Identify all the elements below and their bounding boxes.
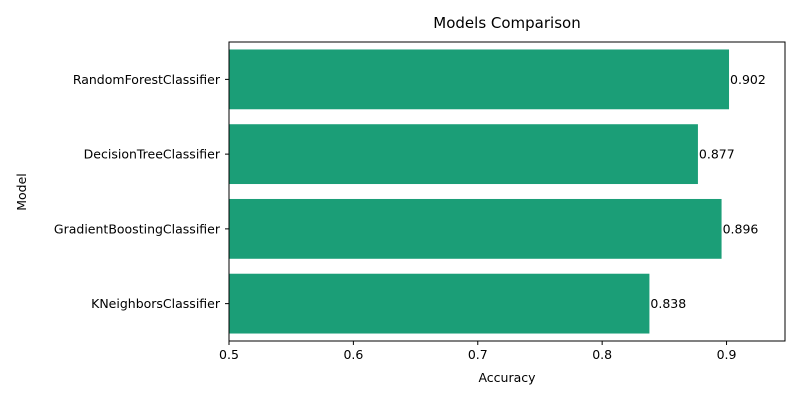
y-tick-label-1: DecisionTreeClassifier bbox=[84, 147, 221, 162]
y-axis-label: Model bbox=[14, 173, 29, 211]
bar-value-label-0: 0.902 bbox=[730, 72, 766, 87]
x-tick-label-2: 0.7 bbox=[468, 347, 488, 362]
x-tick-label-4: 0.9 bbox=[717, 347, 737, 362]
chart-title: Models Comparison bbox=[433, 14, 580, 32]
y-tick-label-2: GradientBoostingClassifier bbox=[54, 221, 221, 236]
bar-2 bbox=[229, 198, 722, 259]
y-tick-label-3: KNeighborsClassifier bbox=[91, 296, 221, 311]
bars-layer bbox=[229, 49, 730, 334]
x-tick-label-0: 0.5 bbox=[219, 347, 239, 362]
bar-3 bbox=[229, 273, 650, 334]
x-tick-label-1: 0.6 bbox=[343, 347, 363, 362]
bar-0 bbox=[229, 49, 730, 110]
bar-value-label-3: 0.838 bbox=[650, 296, 686, 311]
bar-value-labels: 0.902 0.877 0.896 0.838 bbox=[650, 72, 765, 311]
ticks-layer: RandomForestClassifier DecisionTreeClassi… bbox=[54, 72, 737, 362]
bar-value-label-1: 0.877 bbox=[699, 147, 735, 162]
axes-layer bbox=[228, 41, 786, 342]
plot-frame bbox=[228, 41, 786, 342]
bar-1 bbox=[229, 124, 698, 185]
bar-value-label-2: 0.896 bbox=[723, 221, 759, 236]
x-tick-label-3: 0.8 bbox=[592, 347, 612, 362]
y-tick-label-0: RandomForestClassifier bbox=[73, 72, 221, 87]
x-axis-label: Accuracy bbox=[478, 370, 536, 385]
